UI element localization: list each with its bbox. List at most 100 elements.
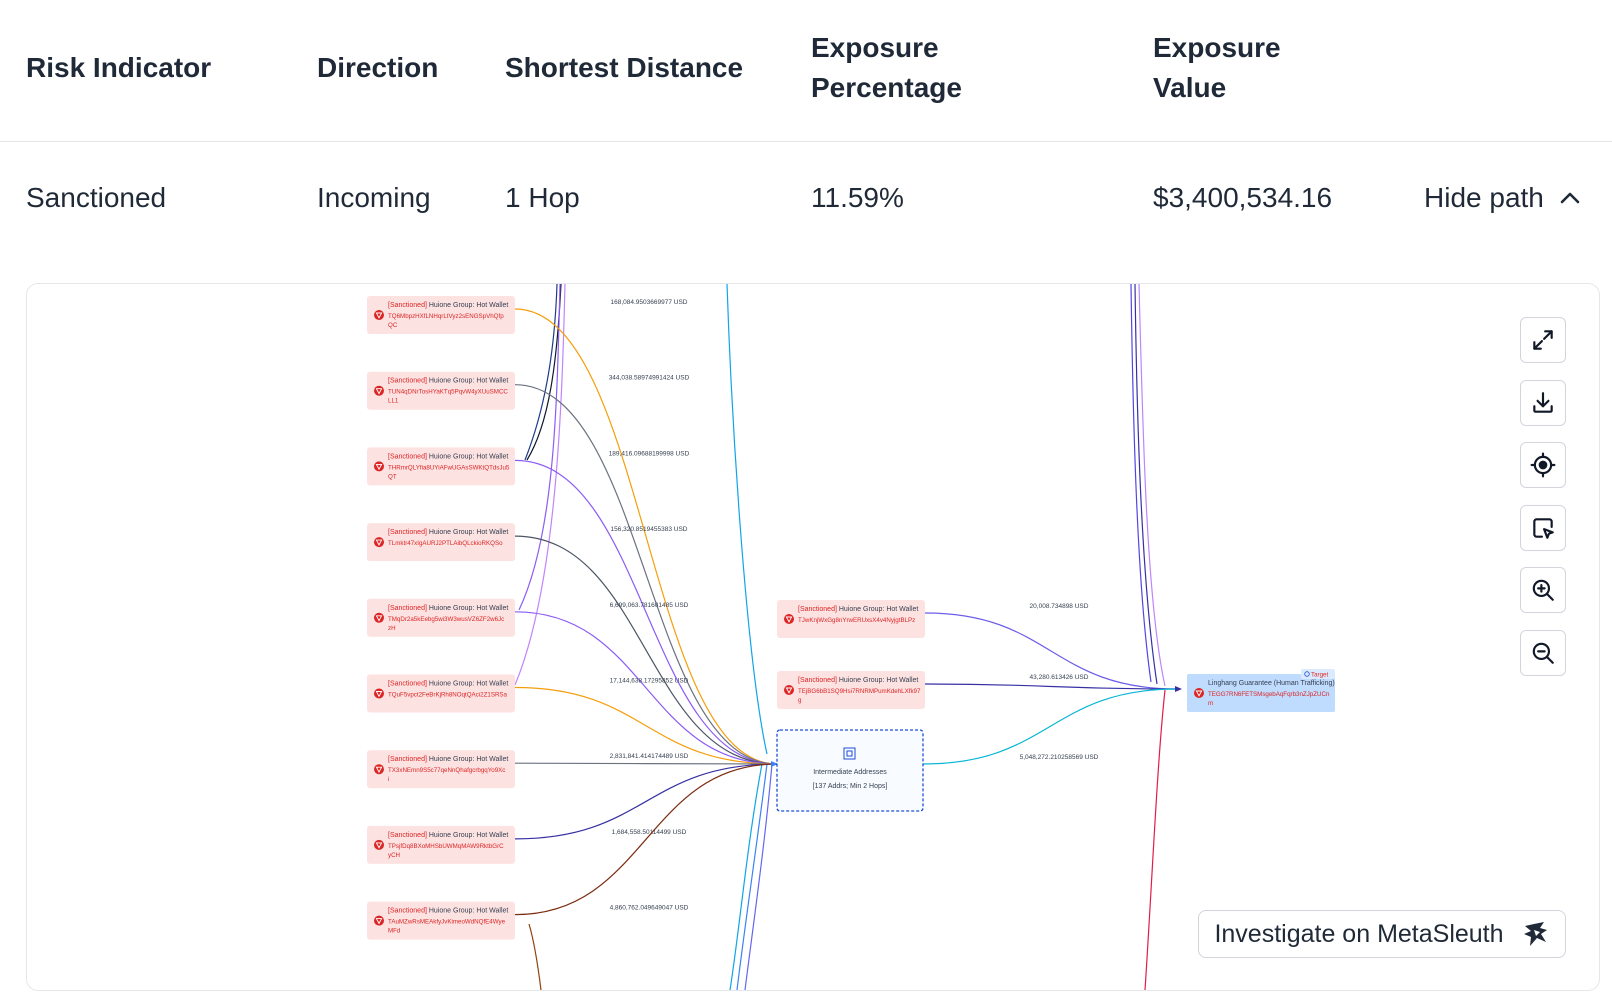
sanctioned-tag: [Sanctioned] (388, 681, 427, 688)
middle-node-name: Huione Group: Hot Wallet (837, 606, 918, 613)
source-node-7[interactable]: [Sanctioned] Huione Group: Hot Wallet TX3… (367, 750, 515, 789)
hide-path-label: Hide path (1424, 182, 1544, 213)
source-node-title: [Sanctioned] Huione Group: Hot Wallet (388, 908, 508, 915)
source-node-name: Huione Group: Hot Wallet (427, 681, 508, 688)
source-node-name: Huione Group: Hot Wallet (427, 302, 508, 309)
tron-coin-icon (374, 461, 384, 472)
middle-edge-label-1: 20,008.734898 USD (1030, 603, 1089, 610)
target-node-address: TEGG7RN6FETSMsgebAqFqrb3nZJpZUCn (1208, 691, 1330, 698)
source-edge-5 (514, 611, 778, 765)
offscreen-edge-3 (514, 284, 566, 686)
sanctioned-tag: [Sanctioned] (388, 378, 427, 385)
source-node-address-cont: LL1 (388, 398, 399, 405)
source-node-name: Huione Group: Hot Wallet (427, 756, 508, 763)
investigate-label: Investigate on MetaSleuth (1214, 919, 1504, 948)
zoom-in-button[interactable] (1520, 567, 1566, 613)
source-edge-label-2: 344,038.58974991424 USD (609, 375, 690, 382)
hide-path-toggle[interactable]: Hide path (1424, 178, 1582, 218)
offscreen-edge-8 (1130, 284, 1152, 683)
source-node-name: Huione Group: Hot Wallet (427, 605, 508, 612)
tron-coin-icon (374, 764, 384, 775)
source-node-name: Huione Group: Hot Wallet (427, 908, 508, 915)
graph-nodes: [Sanctioned] Huione Group: Hot Wallet TQ6… (367, 296, 1335, 940)
middle-node-1[interactable]: [Sanctioned] Huione Group: Hot Wallet TJw… (777, 600, 925, 638)
offscreen-edge-4 (518, 284, 561, 611)
source-node-title: [Sanctioned] Huione Group: Hot Wallet (388, 681, 508, 688)
source-node-8[interactable]: [Sanctioned] Huione Group: Hot Wallet TPs… (367, 825, 515, 864)
source-node-address: THRmrQLYfia8UYiAFwUGAsSWKtQTdsJu5 (388, 464, 510, 471)
table-header-row: Risk Indicator Direction Shortest Distan… (0, 0, 1612, 142)
source-edge-label-3: 189,416.09688199998 USD (609, 450, 690, 457)
zoom-out-button[interactable] (1520, 630, 1566, 676)
sanctioned-tag: [Sanctioned] (388, 605, 427, 612)
source-edge-label-8: 1,684,558.50114499 USD (612, 829, 687, 836)
cluster-icon (843, 747, 856, 760)
sanctioned-tag: [Sanctioned] (798, 677, 837, 684)
source-edge-label-1: 168,084.9503669977 USD (611, 299, 688, 306)
table-row: Sanctioned Incoming 1 Hop 11.59% $3,400,… (0, 142, 1612, 252)
offscreen-edge-10 (736, 763, 768, 990)
middle-node-2[interactable]: [Sanctioned] Huione Group: Hot Wallet TEj… (777, 671, 925, 709)
intermediate-node[interactable]: Intermediate Addresses [137 Addrs; Min 2 … (776, 729, 924, 812)
intermediate-edge-label: 5,048,272.210258569 USD (1020, 754, 1099, 761)
header-exposure-value-line1: Exposure (1153, 32, 1281, 63)
download-button[interactable] (1520, 380, 1566, 426)
source-node-address: TQ6MbpzHXfLNHqrLtVyz2sENGSpVhQfp (388, 313, 504, 320)
source-node-address-cont: i (388, 776, 389, 783)
source-edge-9 (514, 763, 778, 916)
intermediate-subtitle: [137 Addrs; Min 2 Hops] (813, 783, 888, 790)
path-graph[interactable]: 168,084.9503669977 USD 344,038.5897499142… (27, 284, 1599, 990)
header-direction: Direction (317, 52, 439, 83)
investigate-metasleuth-button[interactable]: Investigate on MetaSleuth (1198, 910, 1566, 958)
middle-edge-label-2: 43,280.613426 USD (1030, 674, 1089, 681)
middle-node-address: TJwKnjWxGg8nYrwERUxsX4v4NyjgtBLPz (798, 617, 915, 624)
path-graph-panel[interactable]: 168,084.9503669977 USD 344,038.5897499142… (26, 283, 1600, 991)
target-badge-label: Target (1311, 671, 1328, 678)
offscreen-edge-5 (726, 284, 768, 755)
download-icon (1533, 392, 1553, 413)
source-node-title: [Sanctioned] Huione Group: Hot Wallet (388, 378, 508, 385)
sanctioned-tag: [Sanctioned] (388, 832, 427, 839)
source-node-address: TX3xNEmn9S5c77qeNnQhafgcrbgqYo9Xc (388, 767, 505, 774)
zoom-in-icon (1532, 579, 1554, 601)
offscreen-edge-7 (1138, 284, 1166, 687)
source-node-5[interactable]: [Sanctioned] Huione Group: Hot Wallet TMq… (367, 598, 515, 637)
source-node-3[interactable]: [Sanctioned] Huione Group: Hot Wallet THR… (367, 447, 515, 486)
target-badge: Target (1301, 669, 1335, 679)
source-node-address: TMqDr2a5kEebg5wi3W3wusVZ6ZF2w6Jc (388, 616, 504, 623)
source-node-name: Huione Group: Hot Wallet (427, 453, 508, 460)
middle-node-name: Huione Group: Hot Wallet (837, 677, 918, 684)
header-exposure-value-line2: Value (1153, 72, 1227, 103)
sanctioned-tag: [Sanctioned] (388, 453, 427, 460)
fullscreen-button[interactable] (1520, 317, 1566, 363)
intermediate-title: Intermediate Addresses (813, 769, 887, 776)
tron-coin-icon (374, 612, 384, 623)
source-node-2[interactable]: [Sanctioned] Huione Group: Hot Wallet TUN… (367, 371, 515, 410)
source-edge-label-4: 156,320.8519455383 USD (611, 526, 688, 533)
target-badge-icon (1304, 671, 1310, 677)
header-exposure-percentage: Exposure Percentage (811, 28, 962, 108)
locate-button[interactable] (1520, 442, 1566, 488)
tron-coin-icon (374, 915, 384, 926)
target-node[interactable]: Linghang Guarantee (Human Trafficking) TE… (1187, 669, 1335, 712)
metasleuth-logo-icon (1523, 922, 1547, 946)
source-node-9[interactable]: [Sanctioned] Huione Group: Hot Wallet TAu… (367, 901, 515, 940)
expand-icon (1533, 330, 1553, 350)
middle-node-title: [Sanctioned] Huione Group: Hot Wallet (798, 606, 918, 613)
middle-node-address: TEjBG6bB1SQ9Hsi7RNRMPumKdehLXfk97 (798, 688, 921, 695)
intermediate-edge (922, 688, 1178, 765)
tron-coin-icon (784, 614, 794, 624)
source-node-address-cont: QT (388, 473, 397, 480)
select-button[interactable] (1520, 505, 1566, 551)
target-node-title: Linghang Guarantee (Human Trafficking) (1208, 680, 1335, 687)
zoom-out-icon (1532, 642, 1554, 664)
offscreen-edge-13 (528, 923, 542, 990)
source-edge-8 (514, 763, 778, 840)
source-node-6[interactable]: [Sanctioned] Huione Group: Hot Wallet TQu… (367, 674, 515, 713)
source-node-1[interactable]: [Sanctioned] Huione Group: Hot Wallet TQ6… (367, 296, 515, 334)
cell-direction: Incoming (317, 182, 431, 213)
header-shortest-distance: Shortest Distance (505, 52, 744, 83)
source-node-name: Huione Group: Hot Wallet (427, 529, 508, 536)
source-node-4[interactable]: [Sanctioned] Huione Group: Hot Wallet TLm… (367, 523, 515, 562)
source-node-name: Huione Group: Hot Wallet (427, 378, 508, 385)
